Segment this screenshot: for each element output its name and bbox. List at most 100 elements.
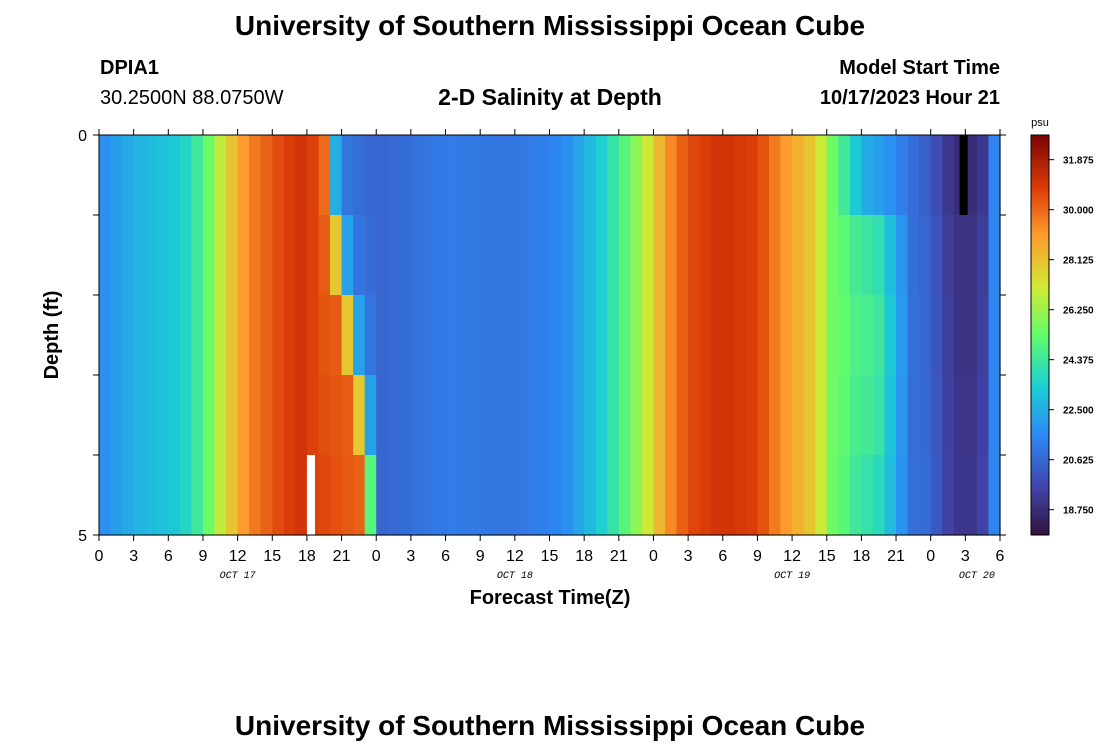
heatmap-cell bbox=[676, 455, 689, 536]
heatmap-cells bbox=[99, 135, 1001, 536]
heatmap-cell bbox=[168, 295, 181, 376]
heatmap-cell bbox=[572, 295, 585, 376]
heatmap-cell bbox=[387, 295, 400, 376]
heatmap-cell bbox=[942, 455, 955, 536]
x-tick-label: 3 bbox=[961, 548, 970, 565]
heatmap-cell bbox=[214, 295, 227, 376]
heatmap-cell bbox=[561, 375, 574, 456]
heatmap-cell bbox=[283, 215, 296, 296]
colorbar-gradient bbox=[1030, 134, 1050, 536]
heatmap-cell bbox=[861, 295, 874, 376]
heatmap-cell bbox=[849, 135, 862, 216]
heatmap-cell bbox=[272, 135, 285, 216]
missing-data-cell bbox=[306, 455, 316, 535]
heatmap-cell bbox=[503, 215, 516, 296]
heatmap-cell bbox=[699, 455, 712, 536]
heatmap-cell bbox=[965, 295, 978, 376]
heatmap-cell bbox=[272, 375, 285, 456]
heatmap-cell bbox=[283, 295, 296, 376]
heatmap-cell bbox=[676, 375, 689, 456]
x-tick-label: 6 bbox=[164, 548, 173, 565]
heatmap-cell bbox=[526, 295, 539, 376]
heatmap-cell bbox=[422, 135, 435, 216]
heatmap-cell bbox=[364, 375, 377, 456]
heatmap-cell bbox=[572, 135, 585, 216]
heatmap-cell bbox=[595, 375, 608, 456]
heatmap-cell bbox=[156, 455, 169, 536]
heatmap-cell bbox=[584, 135, 597, 216]
x-tick-label: 0 bbox=[649, 548, 658, 565]
heatmap-cell bbox=[757, 295, 770, 376]
heatmap-cell bbox=[641, 455, 655, 536]
heatmap-cell bbox=[191, 215, 204, 296]
heatmap-cell bbox=[676, 215, 689, 296]
heatmap-cell bbox=[445, 455, 458, 536]
heatmap-cell bbox=[584, 295, 597, 376]
heatmap-cell bbox=[849, 455, 862, 536]
heatmap-cell bbox=[607, 455, 620, 536]
heatmap-cell bbox=[214, 215, 227, 296]
heatmap-cell bbox=[665, 295, 678, 376]
heatmap-cell bbox=[191, 135, 204, 216]
heatmap-cell bbox=[260, 455, 273, 536]
heatmap-cell bbox=[653, 455, 666, 536]
heatmap-cell bbox=[226, 215, 239, 296]
heatmap-cell bbox=[468, 135, 481, 216]
heatmap-cell bbox=[561, 215, 574, 296]
heatmap-cell bbox=[156, 375, 169, 456]
heatmap-cell bbox=[757, 215, 770, 296]
heatmap-cell bbox=[722, 295, 735, 376]
heatmap-cell bbox=[99, 375, 112, 456]
heatmap-cell bbox=[249, 135, 262, 216]
heatmap-cell bbox=[145, 215, 158, 296]
x-tick-label: 21 bbox=[610, 548, 628, 565]
heatmap-cell bbox=[122, 135, 135, 216]
heatmap-cell bbox=[792, 215, 805, 296]
heatmap-cell bbox=[745, 375, 759, 456]
heatmap-cell bbox=[930, 455, 943, 536]
heatmap-cell bbox=[179, 375, 193, 456]
heatmap-cell bbox=[953, 375, 966, 456]
heatmap-cell bbox=[815, 135, 828, 216]
heatmap-cell bbox=[410, 375, 424, 456]
heatmap-cell bbox=[618, 295, 631, 376]
heatmap-cell bbox=[607, 375, 620, 456]
heatmap-cell bbox=[884, 455, 897, 536]
heatmap-cell bbox=[988, 215, 1001, 296]
heatmap-cell bbox=[156, 135, 169, 216]
heatmap-cell bbox=[896, 295, 909, 376]
heatmap-cell bbox=[353, 135, 366, 216]
heatmap-cell bbox=[826, 135, 839, 216]
x-tick-label: 12 bbox=[783, 548, 801, 565]
heatmap-cell bbox=[722, 215, 735, 296]
heatmap-cell bbox=[283, 375, 296, 456]
heatmap-cell bbox=[641, 295, 655, 376]
heatmap-cell bbox=[630, 135, 643, 216]
heatmap-cell bbox=[838, 375, 851, 456]
page-title: University of Southern Mississippi Ocean… bbox=[234, 10, 866, 41]
heatmap-cell bbox=[295, 455, 308, 536]
heatmap-cell bbox=[768, 295, 782, 376]
heatmap-cell bbox=[792, 135, 805, 216]
heatmap-cell bbox=[168, 215, 181, 296]
x-tick-label: 0 bbox=[372, 548, 381, 565]
heatmap-cell bbox=[653, 375, 666, 456]
x-tick-label: 3 bbox=[684, 548, 693, 565]
heatmap-cell bbox=[734, 455, 747, 536]
heatmap-cell bbox=[665, 215, 678, 296]
heatmap-cell bbox=[353, 375, 366, 456]
heatmap-cell bbox=[630, 375, 643, 456]
x-tick-label: 15 bbox=[263, 548, 281, 565]
heatmap-cell bbox=[815, 455, 828, 536]
heatmap-cell bbox=[537, 215, 551, 296]
heatmap-cell bbox=[780, 135, 793, 216]
heatmap-cell bbox=[99, 215, 112, 296]
heatmap-cell bbox=[526, 455, 539, 536]
station-id: DPIA1 bbox=[100, 57, 159, 79]
colorbar-tick-label: 22.500 bbox=[1063, 406, 1094, 417]
heatmap-cell bbox=[595, 295, 608, 376]
heatmap-cell bbox=[838, 215, 851, 296]
heatmap-cell bbox=[584, 215, 597, 296]
heatmap-cell bbox=[376, 295, 389, 376]
heatmap-cell bbox=[826, 455, 839, 536]
